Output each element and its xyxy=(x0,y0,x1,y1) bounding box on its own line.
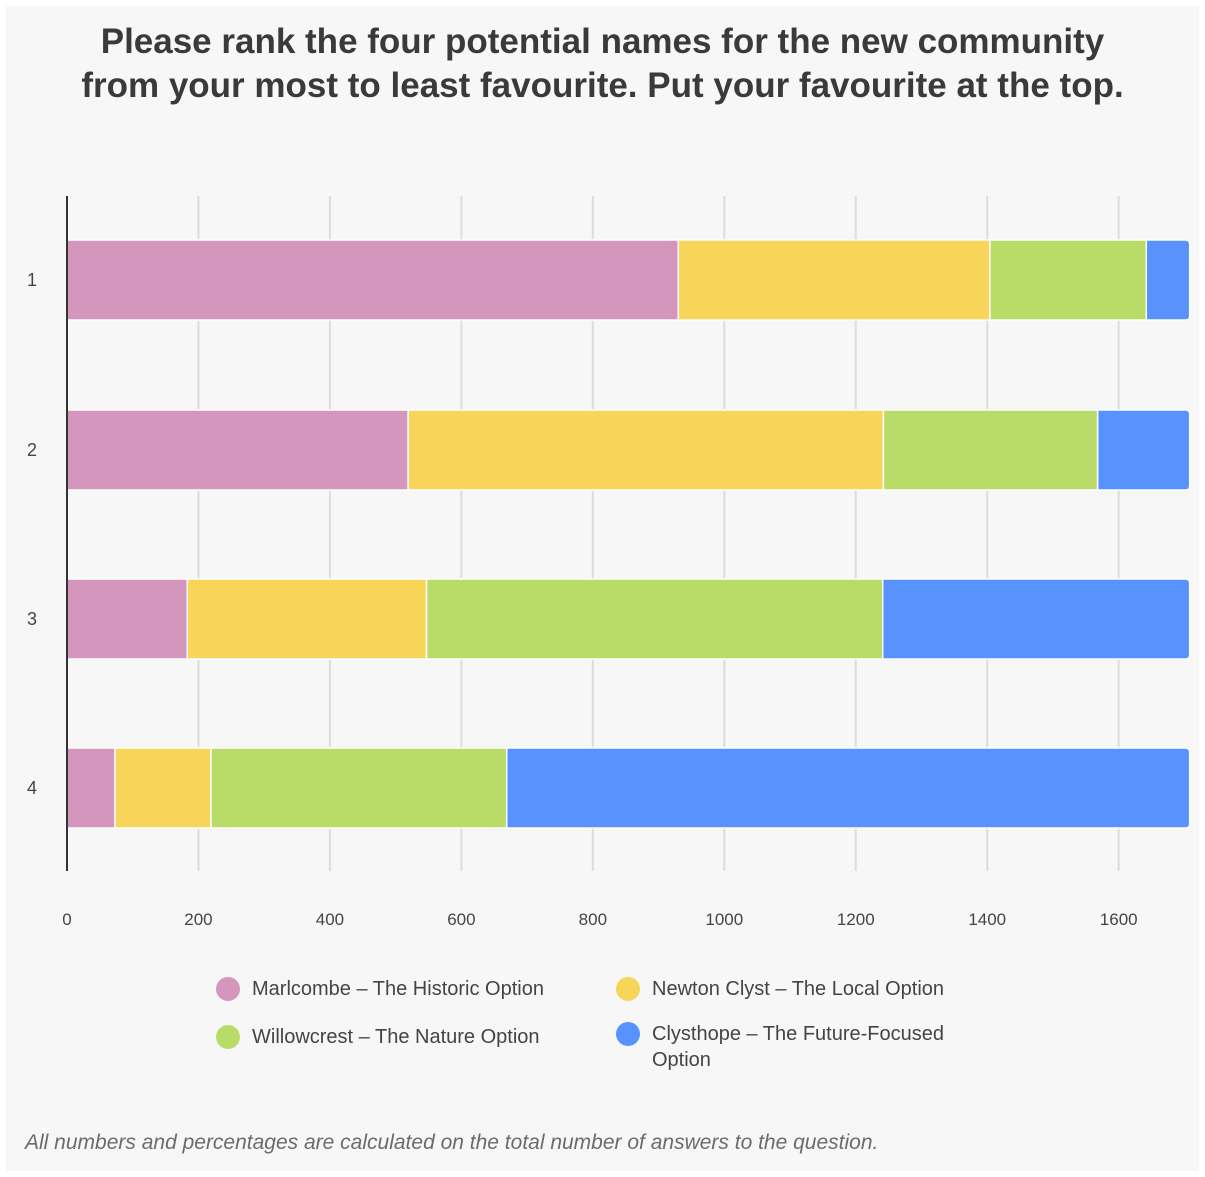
legend-swatch-marlcombe xyxy=(216,977,240,1001)
y-tick-label: 3 xyxy=(27,609,37,629)
legend-item-newton-clyst[interactable]: Newton Clyst – The Local Option xyxy=(616,976,952,1002)
legend-item-marlcombe[interactable]: Marlcombe – The Historic Option xyxy=(216,976,552,1002)
legend-item-willowcrest[interactable]: Willowcrest – The Nature Option xyxy=(216,1024,552,1050)
y-tick-label: 2 xyxy=(27,440,37,460)
x-tick-label: 400 xyxy=(316,910,344,929)
y-tick-label: 1 xyxy=(27,270,37,290)
x-tick-label: 0 xyxy=(62,910,71,929)
bar-segment xyxy=(186,578,428,660)
x-tick-label: 800 xyxy=(579,910,607,929)
legend-label-newton-clyst: Newton Clyst – The Local Option xyxy=(652,978,945,1000)
legend-item-clysthope[interactable]: Clysthope – The Future-Focused Option xyxy=(616,1021,952,1073)
bar-segment xyxy=(505,747,1191,829)
bar-segment xyxy=(66,578,189,660)
chart-title: Please rank the four potential names for… xyxy=(81,22,1124,105)
bar-segment xyxy=(1096,409,1191,491)
bar-segment xyxy=(66,747,116,829)
legend-swatch-willowcrest xyxy=(216,1025,240,1049)
x-tick-label: 600 xyxy=(447,910,475,929)
bar-segment xyxy=(66,239,680,321)
x-tick-label: 1600 xyxy=(1100,910,1138,929)
bar-segment xyxy=(677,239,991,321)
bar-segment xyxy=(66,409,409,491)
y-axis-labels: 1 2 3 4 xyxy=(27,270,37,798)
bar-segment xyxy=(210,747,508,829)
x-tick-label: 1400 xyxy=(968,910,1006,929)
bar-segment xyxy=(989,239,1148,321)
footnote: All numbers and percentages are calculat… xyxy=(25,1131,879,1154)
bar-segment xyxy=(407,409,885,491)
x-tick-label: 1000 xyxy=(705,910,743,929)
bar-segment xyxy=(425,578,884,660)
legend-label-clysthope: Clysthope – The Future-Focused Option xyxy=(652,1023,945,1071)
legend-swatch-clysthope xyxy=(616,1022,640,1046)
y-tick-label: 4 xyxy=(27,778,37,798)
bar-segment xyxy=(114,747,212,829)
legend-swatch-newton-clyst xyxy=(616,977,640,1001)
bars xyxy=(66,239,1191,829)
x-tick-label: 1200 xyxy=(837,910,875,929)
bar-segment xyxy=(882,409,1099,491)
x-tick-label: 200 xyxy=(184,910,212,929)
legend-label-willowcrest: Willowcrest – The Nature Option xyxy=(252,1026,540,1048)
bar-segment xyxy=(881,578,1191,660)
x-axis-labels: 0 200 400 600 800 1000 1200 1400 1600 xyxy=(62,910,1137,929)
bar-segment xyxy=(1145,239,1191,321)
legend-label-marlcombe: Marlcombe – The Historic Option xyxy=(252,978,544,1000)
